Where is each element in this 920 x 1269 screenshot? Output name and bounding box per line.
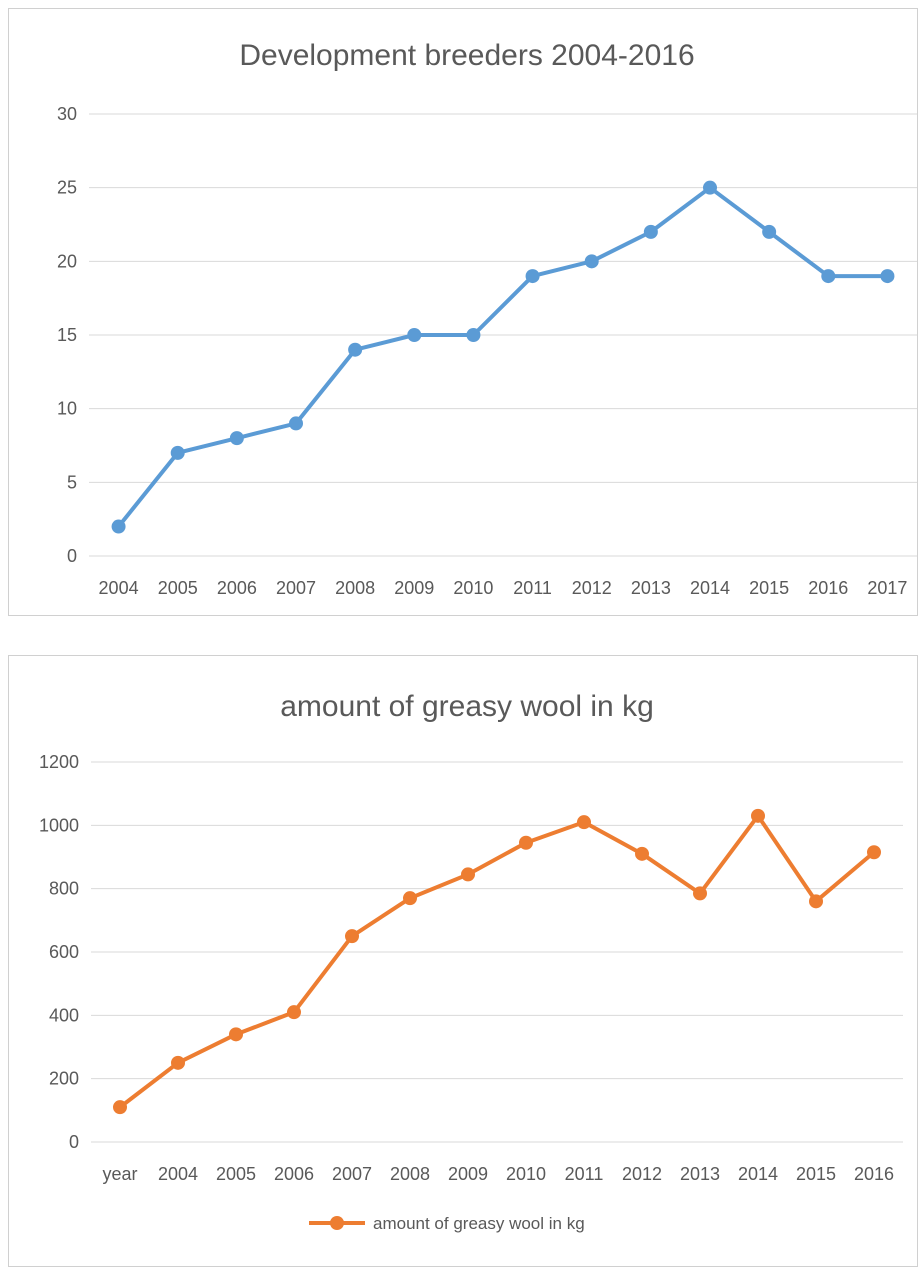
data-point [577,815,591,830]
y-tick-label: 400 [49,1005,79,1025]
x-tick-label: 2011 [565,1164,604,1184]
y-tick-label: 1000 [39,815,79,835]
series-line [117,185,888,528]
y-tick-label: 0 [69,1132,79,1152]
x-tick-label: 2015 [749,578,789,598]
x-tick-label: 2013 [631,578,671,598]
data-point [751,808,765,823]
data-point [171,1055,185,1070]
y-tick-label: 800 [49,879,79,899]
y-tick-label: 1200 [39,752,79,772]
y-tick-label: 25 [57,178,77,198]
y-tick-label: 20 [57,251,77,271]
greasy-wool-line-chart: amount of greasy wool in kg 0 200 400 600 80… [39,690,903,1233]
x-tick-label: 2015 [796,1164,836,1184]
y-tick-label: 600 [49,942,79,962]
x-tick-label: 2005 [158,578,198,598]
x-tick-label: 2007 [276,578,316,598]
x-tick-label: 2006 [274,1164,314,1184]
data-point [809,894,823,909]
chart-title: amount of greasy wool in kg [280,690,654,723]
y-tick-label: 15 [57,325,77,345]
x-tick-label: 2006 [217,578,257,598]
x-tick-label: 2017 [867,578,907,598]
x-tick-label: 2008 [390,1164,430,1184]
data-point [762,224,777,239]
data-point [348,342,363,357]
x-tick-label: 2010 [453,578,493,598]
y-tick-label: 10 [57,399,77,419]
x-tick-label: year [102,1164,137,1184]
x-tick-label: 2008 [335,578,375,598]
x-tick-label: 2009 [448,1164,488,1184]
x-tick-label: 2011 [513,578,552,598]
data-point [407,328,422,342]
x-tick-label: 2016 [808,578,848,598]
data-point [111,519,126,534]
data-point [821,269,836,284]
data-point [461,867,475,882]
data-point [403,891,417,906]
chart-panel-breeders: Development breeders 2004-2016 0 5 10 15 20 2… [8,8,918,616]
y-tick-label: 5 [67,472,77,492]
data-point [519,835,533,850]
chart-title: Development breeders 2004-2016 [239,39,694,72]
x-tick-label: 2005 [216,1164,256,1184]
x-tick-label: 2016 [854,1164,894,1184]
x-tick-label: 2014 [690,578,730,598]
x-tick-label: 2014 [738,1164,778,1184]
data-point [229,431,244,446]
y-tick-label: 30 [57,104,77,124]
data-point [229,1027,243,1042]
chart-panel-greasy-wool: amount of greasy wool in kg 0 200 400 600 80… [8,655,918,1267]
data-point [525,269,540,284]
data-point [880,269,895,284]
legend-swatch-marker [330,1216,344,1230]
y-tick-label: 0 [67,546,77,566]
y-tick-label: 200 [49,1069,79,1089]
x-tick-label: 2004 [99,578,139,598]
data-point [584,254,599,269]
data-point [466,328,481,342]
data-point [867,845,881,860]
data-point [643,224,658,239]
x-tick-label: 2013 [680,1164,720,1184]
legend-label: amount of greasy wool in kg [373,1214,585,1233]
x-tick-label: 2012 [622,1164,662,1184]
data-point [345,929,359,944]
data-point [170,445,185,460]
data-point [703,180,717,195]
x-tick-label: 2010 [506,1164,546,1184]
data-point [289,416,303,431]
x-tick-label: 2007 [332,1164,372,1184]
breeders-line-chart: Development breeders 2004-2016 0 5 10 15 20 2… [57,39,917,598]
series-line [118,813,876,1109]
data-point [113,1100,127,1115]
data-point [635,846,649,861]
x-tick-label: 2009 [394,578,434,598]
x-tick-label: 2012 [572,578,612,598]
x-tick-label: 2004 [158,1164,198,1184]
data-point [287,1005,301,1020]
data-point [693,886,707,901]
